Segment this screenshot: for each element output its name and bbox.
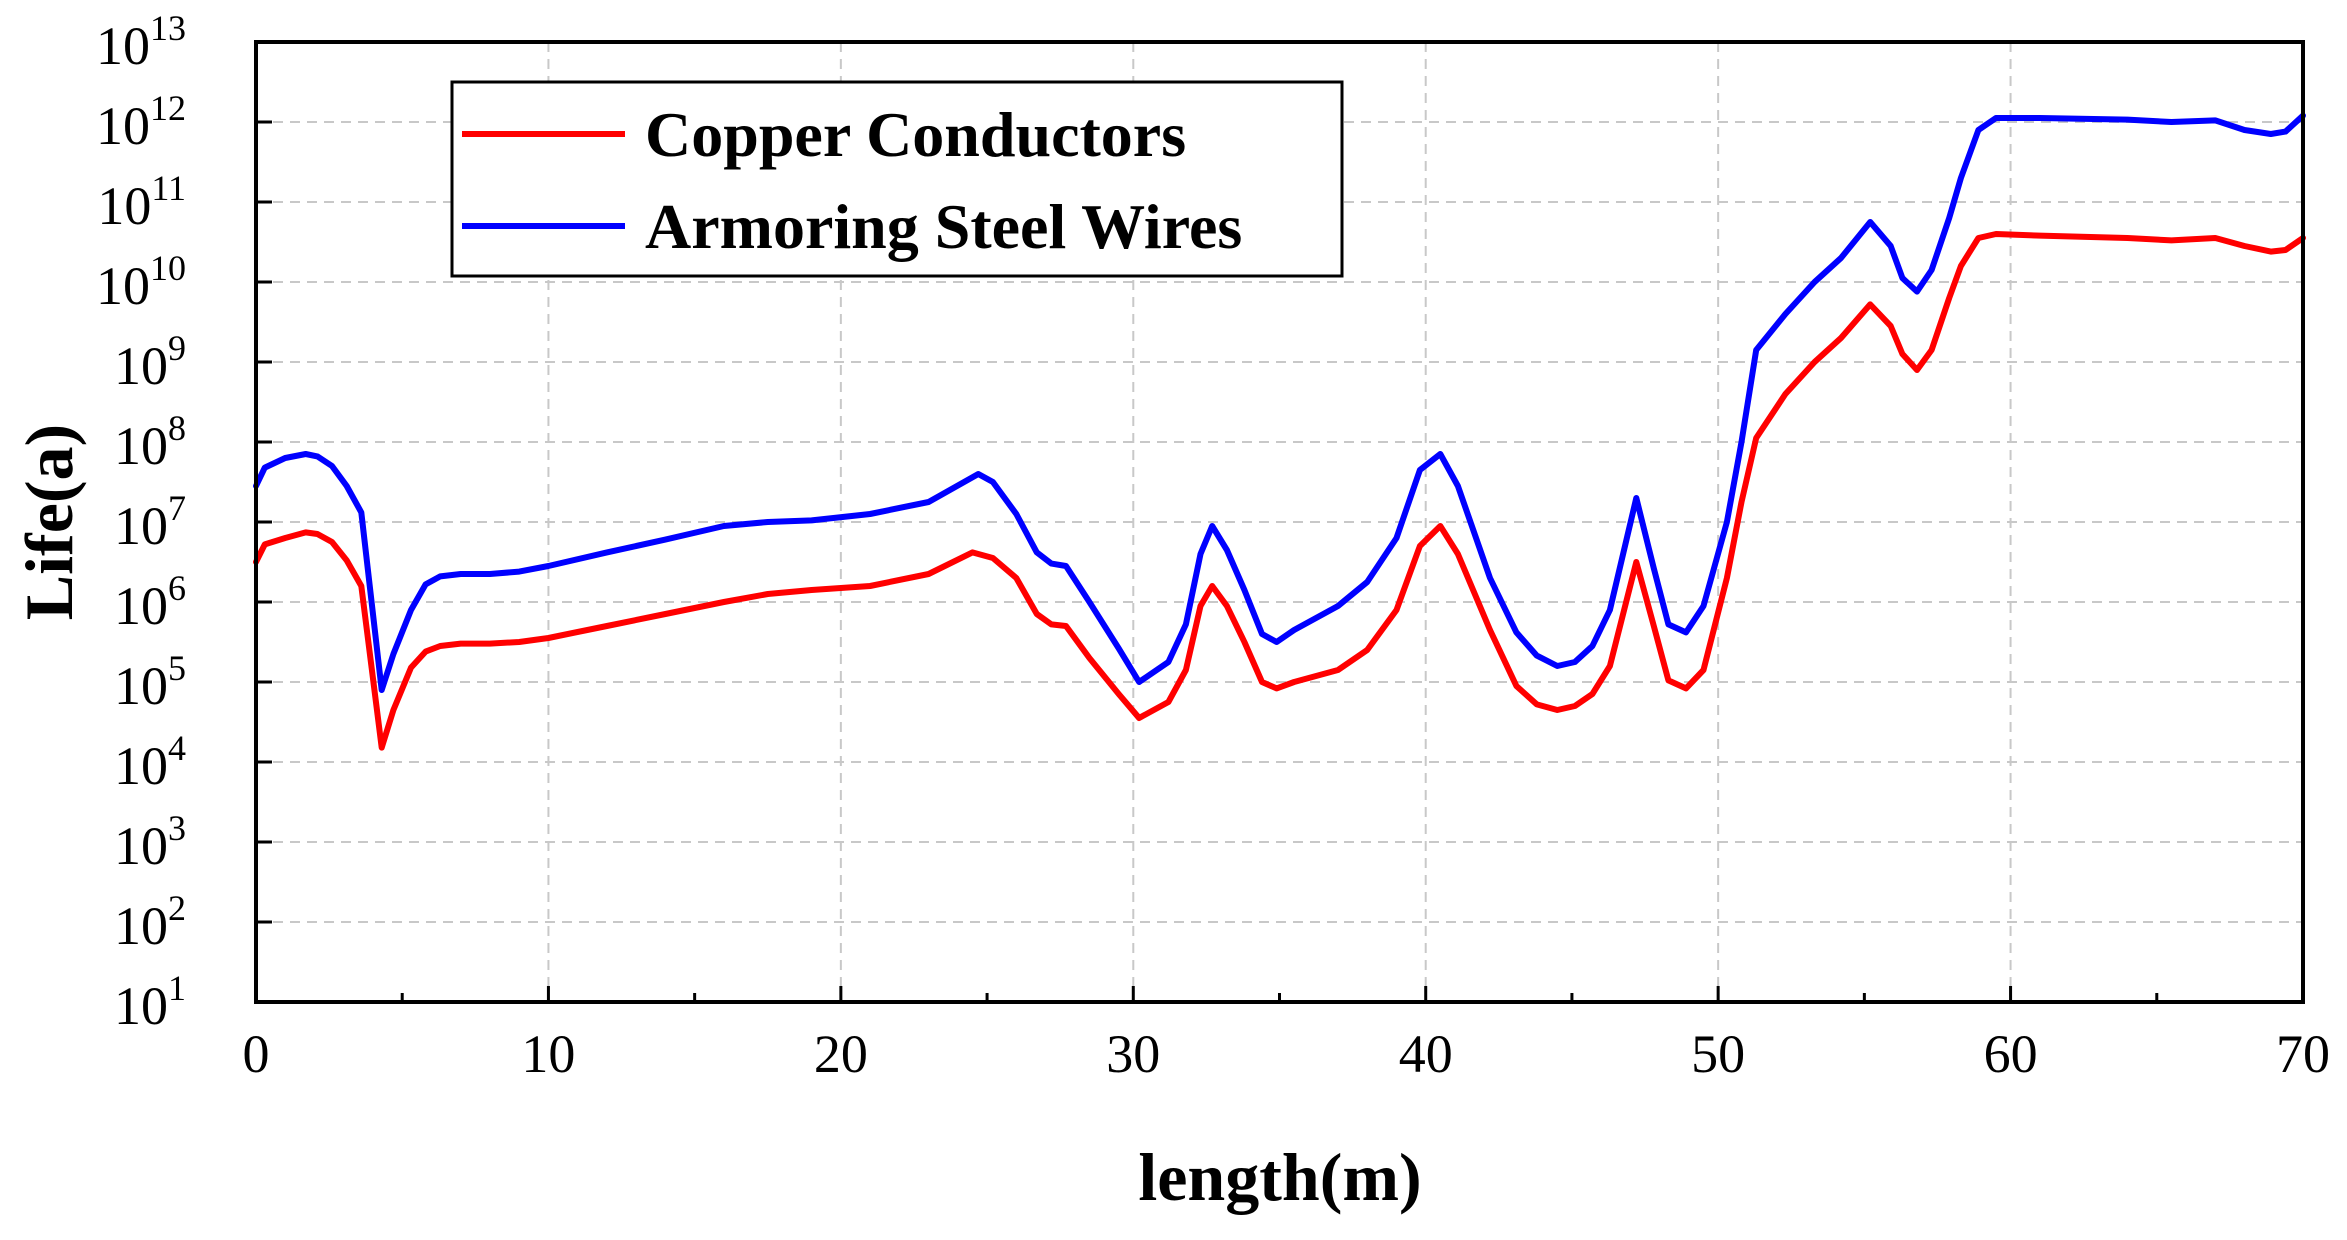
legend-label-copper: Copper Conductors (645, 99, 1186, 170)
x-tick-label: 30 (1106, 1024, 1160, 1084)
y-tick-exponent: 11 (151, 168, 186, 208)
y-tick-exponent: 9 (168, 328, 186, 368)
y-tick-exponent: 13 (150, 8, 186, 48)
legend-box (450, 80, 1344, 278)
x-tick-label: 70 (2276, 1024, 2330, 1084)
y-tick-exponent: 2 (168, 888, 186, 928)
y-tick-exponent: 4 (168, 728, 186, 768)
legend-label-steel: Armoring Steel Wires (645, 191, 1242, 262)
x-tick-label: 40 (1399, 1024, 1453, 1084)
x-axis-title: length(m) (1138, 1139, 1421, 1215)
y-tick-label: 1011 (97, 168, 186, 236)
y-tick-exponent: 5 (168, 648, 186, 688)
series-line-armoring-steel-wires (253, 112, 2306, 693)
y-tick-exponent: 7 (168, 488, 186, 528)
legend: Copper Conductors Armoring Steel Wires (450, 80, 1344, 278)
y-tick-exponent: 8 (168, 408, 186, 448)
axis-ticks (254, 40, 2305, 1004)
y-tick-labels: 1011021031041051061071081091010101110121… (96, 8, 186, 1036)
x-tick-label: 20 (814, 1024, 868, 1084)
y-tick-label: 1013 (96, 8, 186, 76)
x-tick-label: 50 (1691, 1024, 1745, 1084)
series-lines (253, 112, 2306, 751)
y-tick-exponent: 12 (150, 88, 186, 128)
series-line-copper-conductors (253, 231, 2306, 751)
y-tick-exponent: 10 (150, 248, 186, 288)
x-tick-labels: 0 10 20 30 40 50 60 70 (243, 1024, 2331, 1084)
x-tick-label: 10 (521, 1024, 575, 1084)
x-tick-label: 0 (243, 1024, 270, 1084)
y-tick-label: 109 (114, 328, 186, 396)
y-tick-exponent: 1 (168, 968, 186, 1008)
x-tick-label: 60 (1984, 1024, 2038, 1084)
y-tick-exponent: 6 (168, 568, 186, 608)
y-axis-title: Life(a) (11, 424, 87, 620)
y-tick-exponent: 3 (168, 808, 186, 848)
